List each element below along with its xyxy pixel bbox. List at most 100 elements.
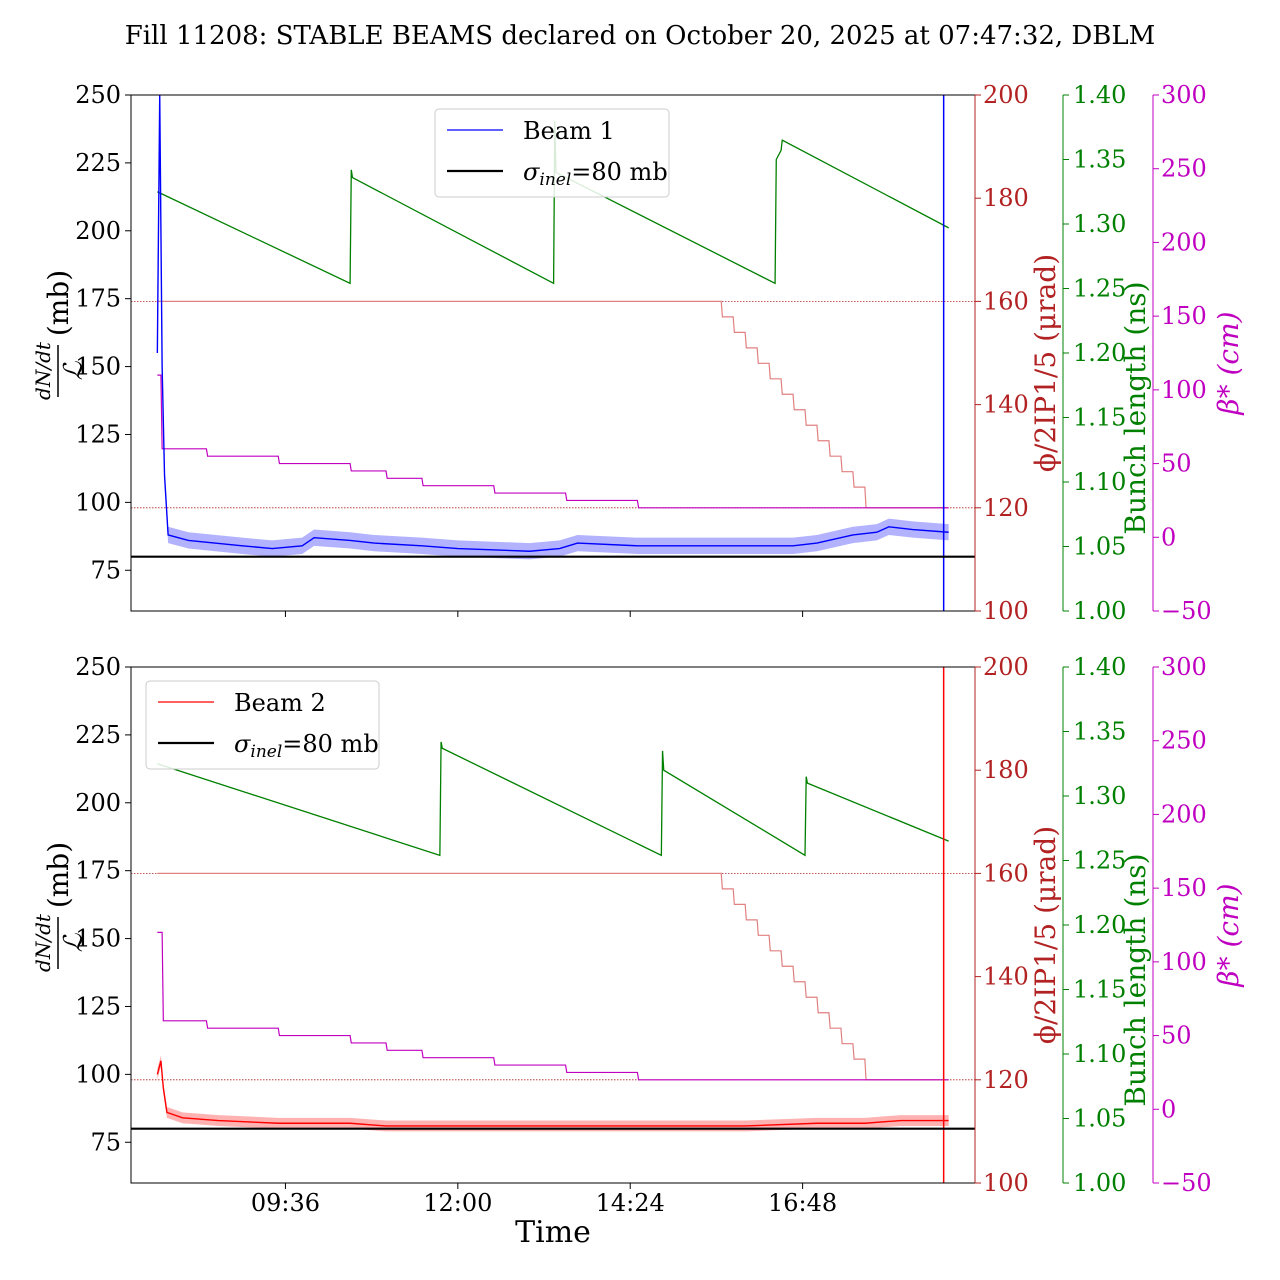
left-tick-label: 250	[75, 81, 121, 109]
beta-tick-label: −50	[1161, 597, 1212, 625]
x-tick-label: 12:00	[423, 1189, 492, 1217]
bunch-tick-label: 1.40	[1073, 653, 1126, 681]
phi-tick-label: 120	[983, 1066, 1029, 1094]
bunch-tick-label: 1.35	[1073, 718, 1126, 746]
beta-star-line	[157, 374, 949, 509]
beta-tick-label: 250	[1161, 155, 1207, 183]
legend-label-sigma: σinel=80 mb	[234, 730, 379, 762]
beta-tick-label: 0	[1161, 523, 1176, 551]
left-tick-label: 150	[75, 925, 121, 953]
bunch-tick-label: 1.05	[1073, 1105, 1126, 1133]
legend-label-beam: Beam 2	[234, 689, 326, 717]
phi-tick-label: 160	[983, 859, 1029, 887]
chart-title: Fill 11208: STABLE BEAMS declared on Oct…	[125, 21, 1156, 51]
phi-tick-label: 200	[983, 81, 1029, 109]
bunch-tick-label: 1.30	[1073, 210, 1126, 238]
phi-axis-label: ϕ/2IP1/5 (μrad)	[1029, 826, 1062, 1044]
bunch-tick-label: 1.20	[1073, 339, 1126, 367]
beam-uncertainty-band	[157, 1055, 949, 1132]
left-tick-label: 125	[75, 992, 121, 1020]
panel-beam-2: 75 100 125 150 175 200 225 250 dN/dt ℒ (mb) 100 120 1…	[31, 653, 1245, 1197]
left-axis-label-numerator: dN/dt	[31, 341, 55, 400]
bunch-tick-label: 1.25	[1073, 275, 1126, 303]
legend-label-beam: Beam 1	[523, 117, 615, 145]
left-axis-label: dN/dt ℒ (mb)	[31, 270, 89, 400]
left-tick-label: 200	[75, 217, 121, 245]
bunch-tick-label: 1.30	[1073, 782, 1126, 810]
phi-axis-label: ϕ/2IP1/5 (μrad)	[1029, 254, 1062, 472]
bunch-tick-label: 1.00	[1073, 1169, 1126, 1197]
phi-tick-label: 140	[983, 963, 1029, 991]
bunch-axis-label: Bunch length (ns)	[1119, 281, 1152, 534]
bunch-tick-label: 1.35	[1073, 146, 1126, 174]
left-tick-label: 75	[90, 1128, 121, 1156]
beta-tick-label: 100	[1161, 376, 1207, 404]
beta-tick-label: 250	[1161, 727, 1207, 755]
beta-tick-label: 50	[1161, 450, 1192, 478]
beta-tick-label: 150	[1161, 874, 1207, 902]
phi-tick-label: 180	[983, 756, 1029, 784]
left-tick-label: 175	[75, 857, 121, 885]
bunch-axis-label: Bunch length (ns)	[1119, 853, 1152, 1106]
left-tick-label: 175	[75, 285, 121, 313]
bunch-tick-label: 1.25	[1073, 847, 1126, 875]
beam-line	[156, 95, 949, 552]
phi-tick-label: 200	[983, 653, 1029, 681]
beta-tick-label: 100	[1161, 948, 1207, 976]
beta-tick-label: −50	[1161, 1169, 1212, 1197]
beta-tick-label: 50	[1161, 1022, 1192, 1050]
phi-crossing-angle-line	[157, 872, 949, 1081]
bunch-tick-label: 1.10	[1073, 1040, 1126, 1068]
beta-tick-label: 200	[1161, 228, 1207, 256]
left-tick-label: 100	[75, 1060, 121, 1088]
beam-line	[156, 1060, 949, 1127]
beta-axis-label: β* (cm)	[1212, 883, 1245, 987]
phi-tick-label: 140	[983, 391, 1029, 419]
bunch-length-line	[157, 741, 949, 857]
bunch-tick-label: 1.10	[1073, 468, 1126, 496]
time-axis: 09:36 12:00 14:24 16:48 Time	[251, 1189, 837, 1250]
beta-axis-label: β* (cm)	[1212, 311, 1245, 415]
phi-tick-label: 100	[983, 1169, 1029, 1197]
bunch-tick-label: 1.15	[1073, 404, 1126, 432]
left-tick-label: 150	[75, 353, 121, 381]
phi-crossing-angle-line	[157, 300, 949, 509]
left-axis-label: dN/dt ℒ (mb)	[31, 842, 89, 972]
left-axis-label-denominator: ℒ	[59, 932, 89, 952]
left-axis-label-unit: (mb)	[42, 270, 75, 336]
left-tick-label: 250	[75, 653, 121, 681]
left-tick-label: 75	[90, 556, 121, 584]
phi-tick-label: 100	[983, 597, 1029, 625]
beta-star-line	[157, 931, 949, 1081]
left-tick-label: 225	[75, 149, 121, 177]
phi-tick-label: 120	[983, 494, 1029, 522]
bunch-tick-label: 1.20	[1073, 911, 1126, 939]
beta-tick-label: 0	[1161, 1095, 1176, 1123]
bunch-tick-label: 1.00	[1073, 597, 1126, 625]
left-tick-label: 100	[75, 488, 121, 516]
panel-beam-1: 75 100 125 150 175 200 225 250 dN/dt ℒ (mb) 100 120 1…	[31, 81, 1245, 625]
beta-tick-label: 300	[1161, 653, 1207, 681]
left-axis-label-denominator: ℒ	[59, 360, 89, 380]
x-tick-label: 14:24	[596, 1189, 665, 1217]
legend: Beam 2 σinel=80 mb	[145, 680, 380, 770]
bunch-tick-label: 1.40	[1073, 81, 1126, 109]
bunch-tick-label: 1.05	[1073, 533, 1126, 561]
phi-tick-label: 180	[983, 184, 1029, 212]
beta-tick-label: 300	[1161, 81, 1207, 109]
left-axis-label-numerator: dN/dt	[31, 913, 55, 972]
x-axis-label: Time	[515, 1215, 591, 1250]
x-tick-label: 16:48	[768, 1189, 837, 1217]
left-tick-label: 125	[75, 420, 121, 448]
legend-label-sigma: σinel=80 mb	[523, 158, 668, 190]
legend-box	[145, 680, 380, 770]
left-tick-label: 200	[75, 789, 121, 817]
x-tick-label: 09:36	[251, 1189, 320, 1217]
plot-area	[131, 667, 975, 1183]
phi-tick-label: 160	[983, 287, 1029, 315]
beta-tick-label: 200	[1161, 800, 1207, 828]
legend: Beam 1 σinel=80 mb	[434, 108, 670, 198]
left-tick-label: 225	[75, 721, 121, 749]
left-axis-label-unit: (mb)	[42, 842, 75, 908]
